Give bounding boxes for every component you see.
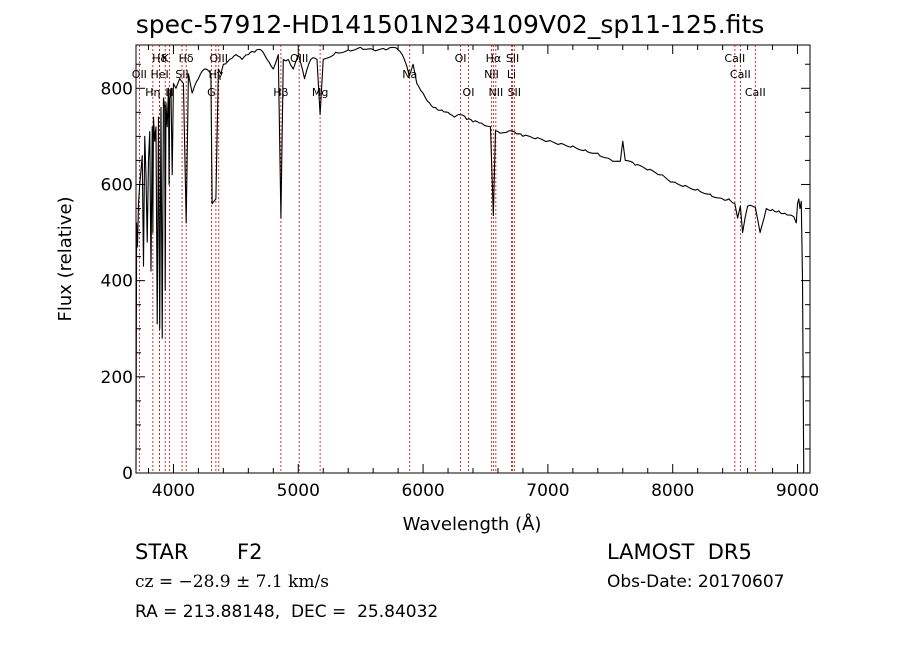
x-tick-label: 8000 xyxy=(651,481,694,501)
spectral-line-label: Hδ xyxy=(152,52,167,65)
spectral-line-label: NII xyxy=(488,86,503,99)
chart-title: spec-57912-HD141501N234109V02_sp11-125.f… xyxy=(135,10,765,39)
spectral-line-label: OIII xyxy=(210,52,228,65)
x-tick-label: 7000 xyxy=(526,481,569,501)
spectral-line-label: H xyxy=(165,86,173,99)
redshift-label: cz = −28.9 ± 7.1 km/s xyxy=(135,572,329,592)
spectral-line-label: Li xyxy=(507,68,516,81)
x-tick-label: 6000 xyxy=(401,481,444,501)
spectral-line-label: G xyxy=(207,86,216,99)
plot-frame xyxy=(135,44,811,474)
spectral-line-label: SII xyxy=(175,68,188,81)
x-tick-label: 9000 xyxy=(776,481,819,501)
object-type-label: STAR xyxy=(135,540,189,564)
y-tick-label: 400 xyxy=(101,272,133,292)
spectral-line-label: HeI xyxy=(150,68,168,81)
spectral-line-label: Hδ xyxy=(179,52,194,65)
spectral-line-label: NII xyxy=(484,68,499,81)
y-tick-label: 600 xyxy=(101,175,133,195)
spectrum-series-line xyxy=(135,46,805,474)
spectral-line-label: OI xyxy=(455,52,467,65)
spectral-line-label: CaII xyxy=(724,52,745,65)
x-tick-label: 5000 xyxy=(277,481,320,501)
spectral-line-label: SII xyxy=(506,52,519,65)
coordinates-label: RA = 213.88148, DEC = 25.84032 xyxy=(135,602,439,622)
spectral-line-label: Hβ xyxy=(273,86,288,99)
y-tick-label: 200 xyxy=(101,368,133,388)
spectral-line-label: SII xyxy=(508,86,521,99)
spectral-line-label: Hα xyxy=(486,52,502,65)
spectral-line-label: Hη xyxy=(145,86,160,99)
obs-date-label: Obs-Date: 20170607 xyxy=(607,572,785,592)
y-tick-label: 800 xyxy=(101,79,133,99)
y-tick-label: 0 xyxy=(122,464,133,484)
spectral-line-label: Na xyxy=(402,68,417,81)
spectral-class-label: F2 xyxy=(237,540,263,564)
spectral-line-label: Hγ xyxy=(208,68,223,81)
x-tick-label: 4000 xyxy=(152,481,195,501)
spectral-line-label: CaII xyxy=(745,86,766,99)
line-marker-layer xyxy=(138,45,756,473)
spectral-line-label: OIII xyxy=(290,52,308,65)
spectral-line-label: OI xyxy=(463,86,475,99)
y-axis-label: Flux (relative) xyxy=(55,196,76,321)
survey-label: LAMOST DR5 xyxy=(607,540,752,564)
axis-layer: 4000 5000 6000 7000 8000 9000 0 200 400 600 800 xyxy=(101,45,819,501)
spectral-line-label: CaII xyxy=(730,68,751,81)
spectral-line-label: K xyxy=(162,52,170,65)
x-axis-label: Wavelength (Å) xyxy=(403,513,542,535)
spectral-line-label: Mg xyxy=(312,86,328,99)
spectral-line-label: OII xyxy=(132,68,147,81)
